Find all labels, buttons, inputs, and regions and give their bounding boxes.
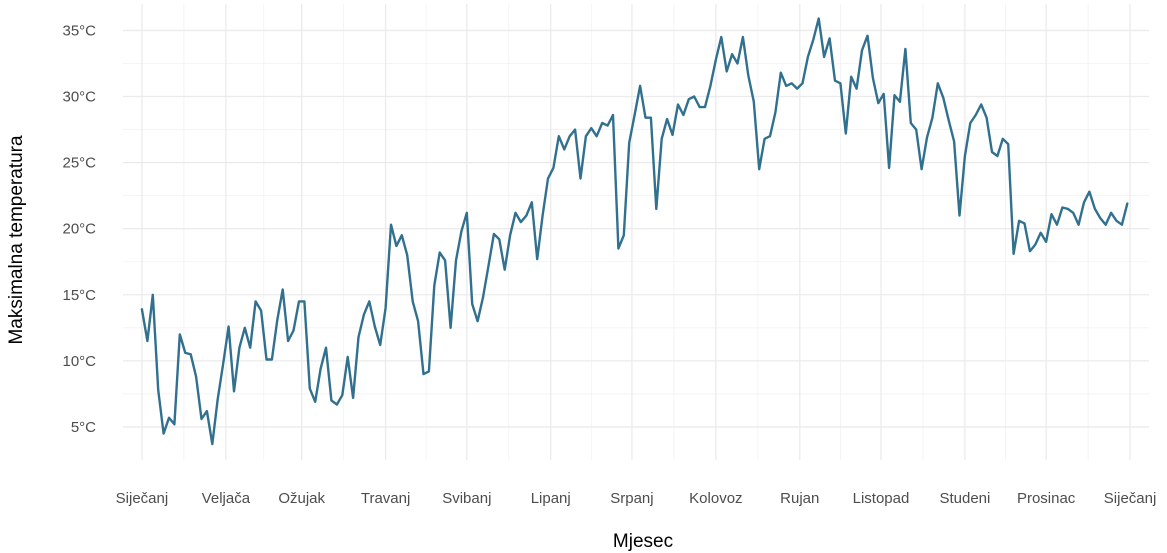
series-layer — [140, 17, 1129, 446]
x-tick-label: Kolovoz — [689, 490, 742, 507]
x-tick-label: Srpanj — [610, 490, 653, 507]
x-tick-label: Listopad — [853, 490, 910, 507]
x-tick-label: Siječanj — [116, 490, 169, 507]
y-tick-label: 5°C — [71, 419, 96, 436]
grid — [123, 4, 1149, 460]
y-tick-label: 25°C — [62, 155, 96, 172]
x-tick-label: Ožujak — [278, 490, 325, 507]
y-tick-label: 20°C — [62, 221, 96, 238]
x-tick-label: Veljača — [202, 490, 251, 507]
y-tick-label: 30°C — [62, 89, 96, 106]
y-tick-label: 35°C — [62, 22, 96, 39]
y-axis-tick-labels: 5°C 10°C 15°C 20°C 25°C 30°C 35°C — [62, 22, 96, 436]
x-tick-label: Travanj — [361, 490, 410, 507]
x-tick-label: Prosinac — [1017, 490, 1076, 507]
x-tick-label: Lipanj — [531, 490, 571, 507]
y-tick-label: 10°C — [62, 353, 96, 370]
y-axis-title: Maksimalna temperatura — [6, 135, 27, 345]
x-tick-label: Svibanj — [442, 490, 491, 507]
x-axis-title: Mjesec — [613, 531, 673, 552]
temperature-series-line — [140, 17, 1129, 446]
x-axis-tick-labels: Siječanj Veljača Ožujak Travanj Svibanj Lipan… — [116, 490, 1157, 507]
x-tick-label: Studeni — [939, 490, 990, 507]
y-tick-label: 15°C — [62, 287, 96, 304]
x-tick-label: Siječanj — [1104, 490, 1157, 507]
x-tick-label: Rujan — [780, 490, 819, 507]
